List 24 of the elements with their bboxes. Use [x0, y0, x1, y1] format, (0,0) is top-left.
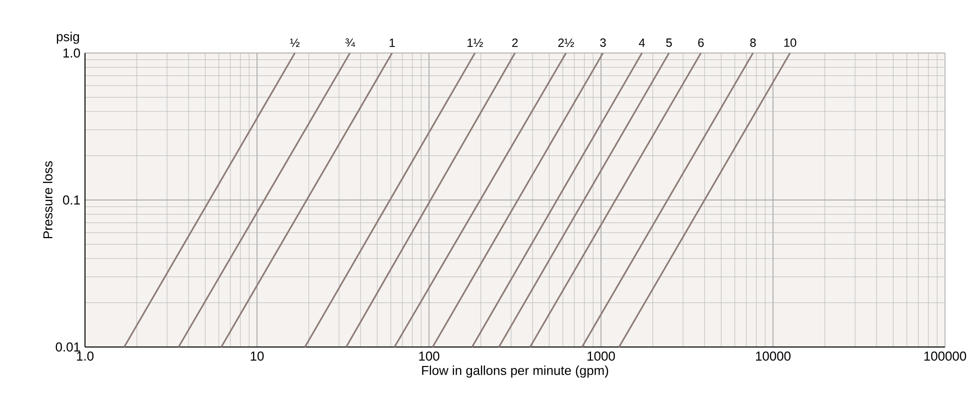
- series-label: ¾: [345, 38, 356, 47]
- x-tick-label: 100: [419, 352, 440, 361]
- x-tick-label: 100000: [924, 352, 966, 361]
- x-tick-label: 1000: [588, 352, 615, 361]
- series-label: 5: [666, 38, 672, 47]
- x-tick-label: 10000: [756, 352, 791, 361]
- series-label: 6: [698, 38, 704, 47]
- text: psig: [56, 32, 79, 44]
- series-label: 1: [390, 38, 395, 47]
- series-label: 2: [512, 38, 518, 47]
- series-label: 3: [600, 38, 606, 47]
- series-label: 4: [638, 38, 645, 47]
- series-label: 10: [784, 38, 796, 47]
- series-label: 1½: [468, 38, 483, 47]
- series-label: ½: [290, 38, 300, 47]
- y-tick-label: 0.01: [56, 342, 80, 352]
- y-tick-label: 1.0: [63, 48, 80, 58]
- x-axis-title: Flow in gallons per minute (gpm): [422, 366, 608, 378]
- series-label: 8: [750, 38, 756, 47]
- x-tick-label: 10: [250, 352, 264, 361]
- series-label: 2½: [558, 38, 574, 47]
- y-axis-title: Pressure loss: [42, 161, 52, 238]
- y-tick-label: 0.1: [62, 195, 80, 205]
- x-tick-label: 1.0: [76, 352, 94, 361]
